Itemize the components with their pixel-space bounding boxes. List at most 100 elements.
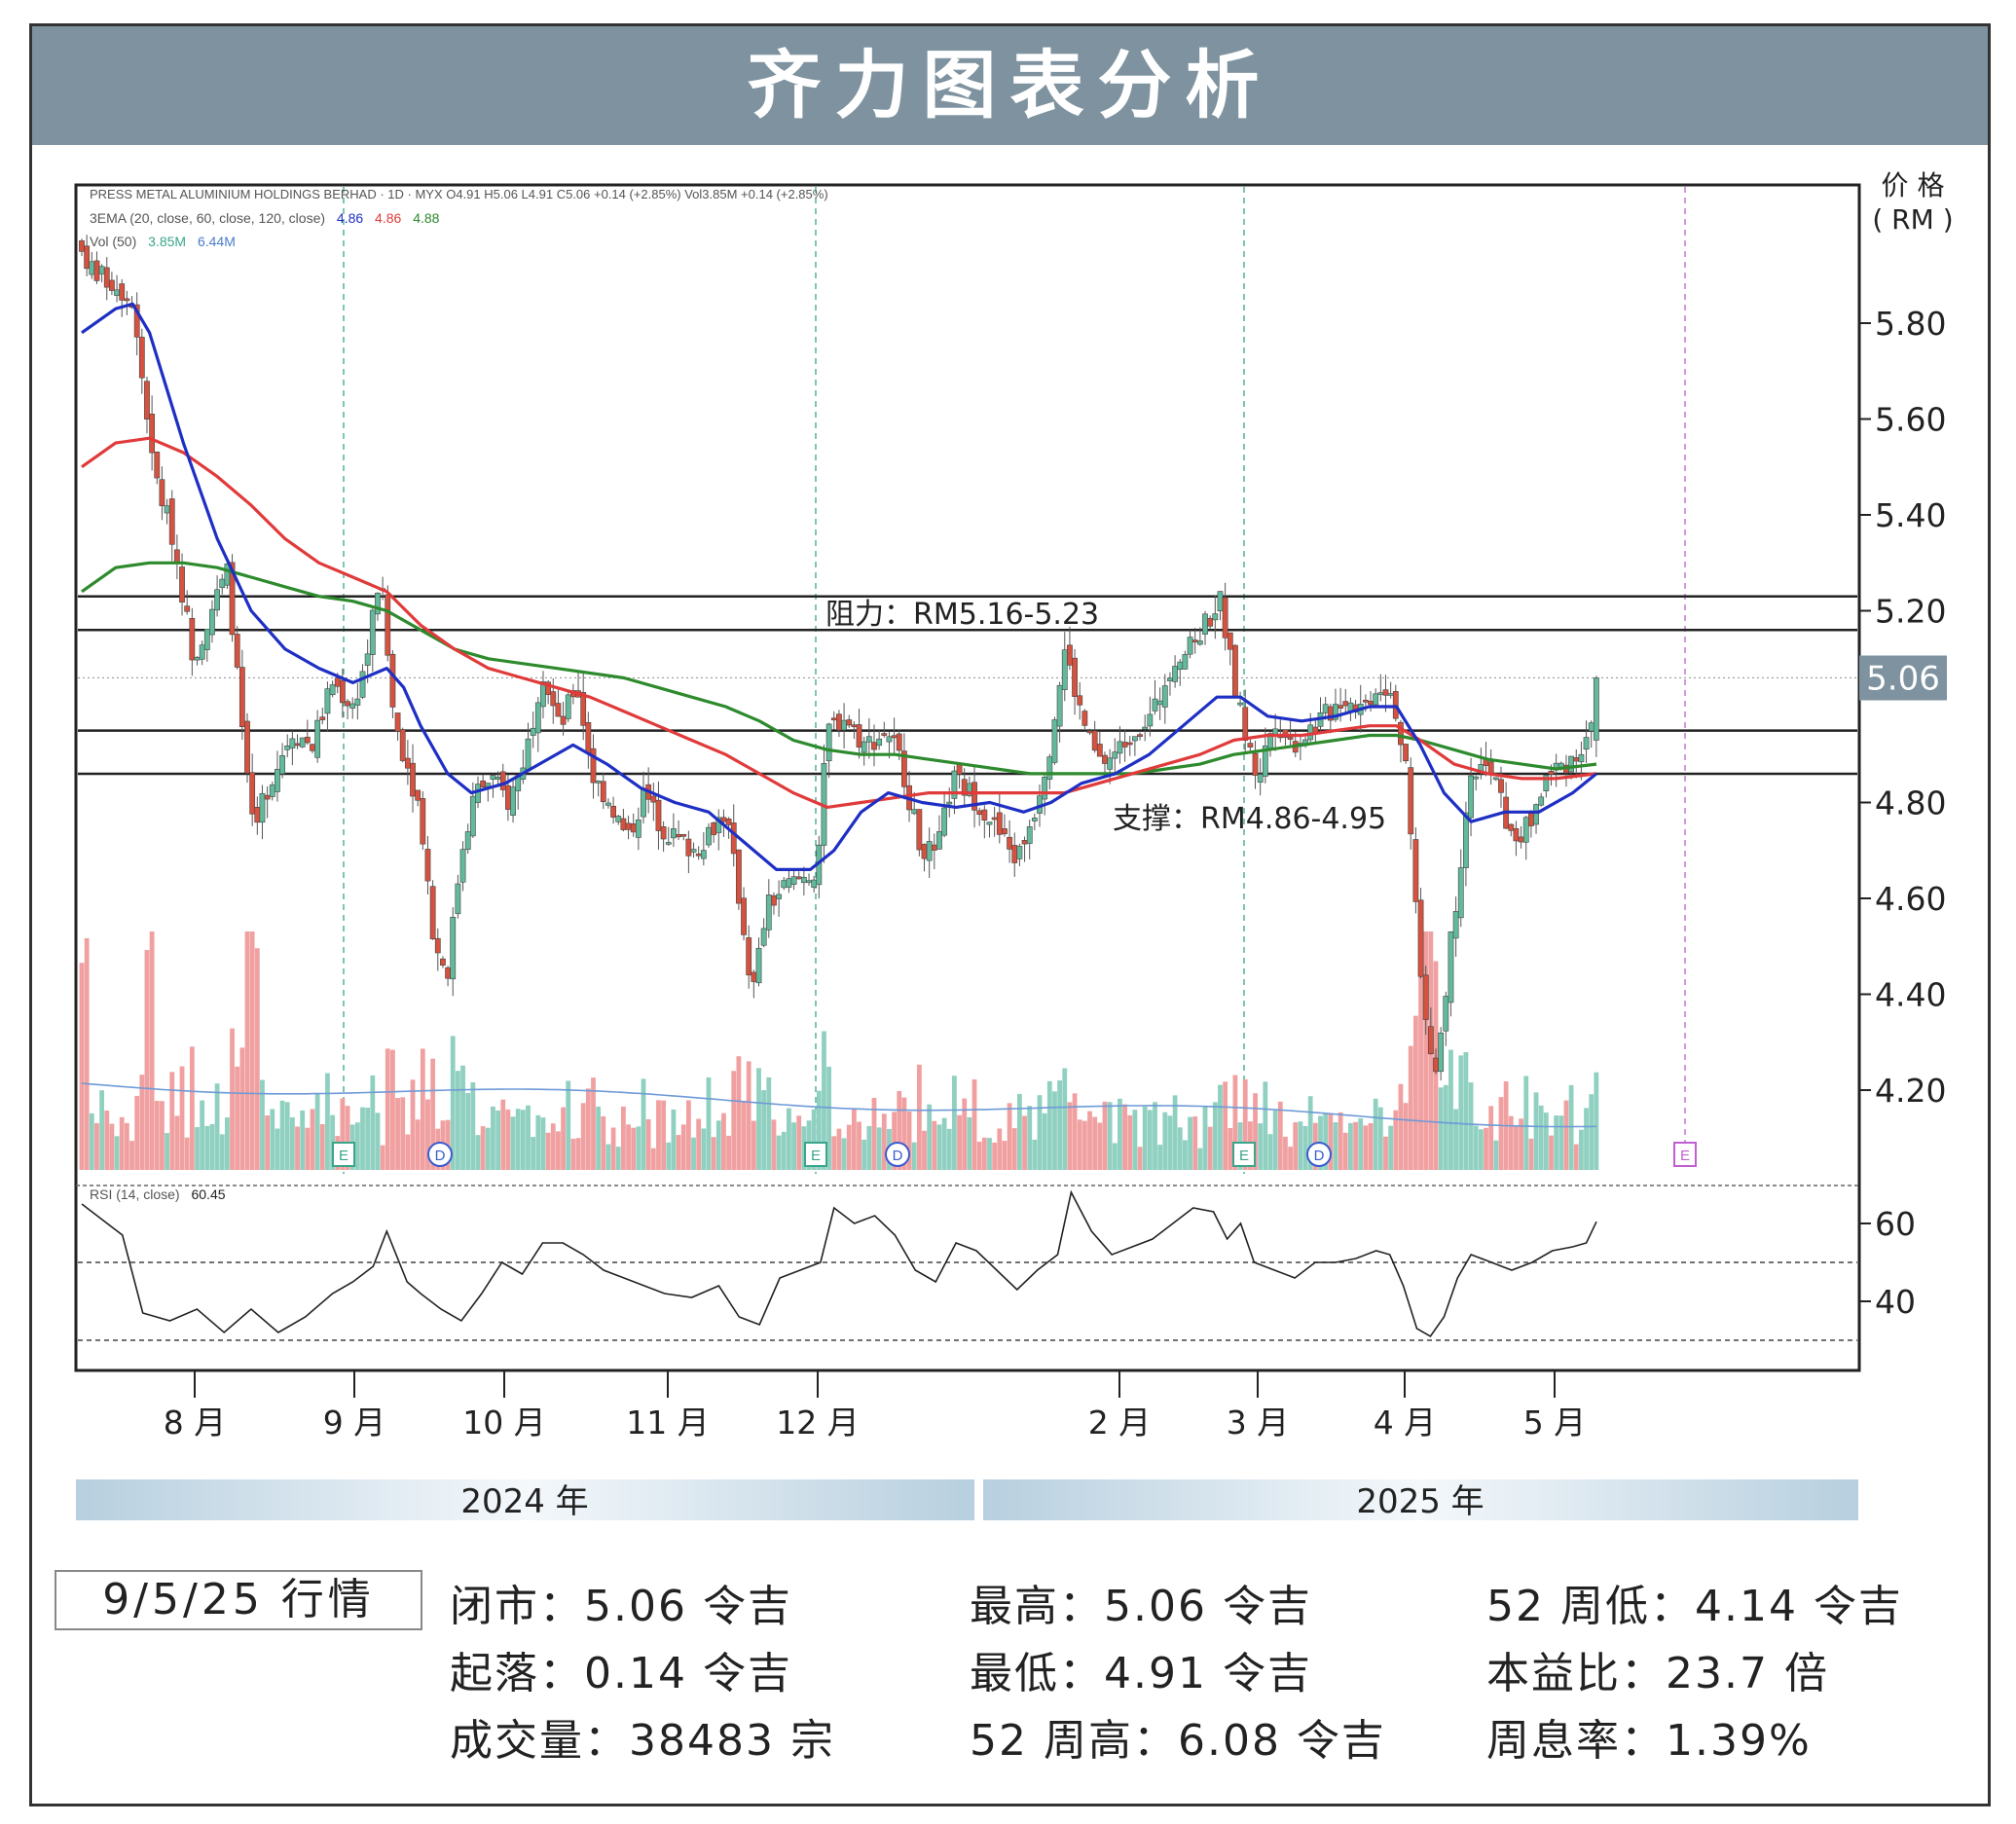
volume-bar xyxy=(1228,1127,1233,1170)
volume-bar xyxy=(395,1097,400,1170)
candle-body xyxy=(103,267,110,288)
candle-body xyxy=(1533,804,1539,825)
candle-body xyxy=(545,681,552,695)
volume-bar xyxy=(696,1118,702,1170)
volume-bar xyxy=(1423,931,1429,1170)
candle-body xyxy=(89,261,95,275)
volume-bar xyxy=(631,1127,637,1170)
volume-bar xyxy=(239,1047,245,1170)
volume-bar xyxy=(1077,1119,1082,1170)
volume-bar xyxy=(1283,1136,1288,1170)
volume-bar xyxy=(941,1117,947,1170)
candle-body xyxy=(615,816,622,822)
stat-52w-low: 52 周低：4.14 令吉 xyxy=(1486,1582,1903,1631)
volume-bar xyxy=(952,1076,957,1170)
volume-bar xyxy=(1272,1110,1278,1170)
volume-bar xyxy=(1112,1143,1118,1170)
volume-bar xyxy=(319,1123,325,1170)
volume-bar xyxy=(485,1127,491,1170)
volume-bar xyxy=(680,1124,686,1170)
candle-body xyxy=(1443,996,1449,1032)
candle-body xyxy=(173,549,180,563)
event-marker-label: E xyxy=(1680,1148,1690,1164)
volume-bar xyxy=(139,1075,145,1170)
candle-body xyxy=(1427,1026,1434,1055)
volume-bar xyxy=(425,1099,430,1170)
candle-body xyxy=(238,667,245,727)
candle-body xyxy=(825,723,832,762)
candle-body xyxy=(1147,713,1154,727)
candle-body xyxy=(345,701,350,707)
outer-frame xyxy=(29,23,1991,1806)
volume-bar xyxy=(1032,1139,1038,1170)
event-marker-label: E xyxy=(1239,1148,1249,1164)
candle-body xyxy=(1167,677,1173,681)
volume-bar xyxy=(420,1048,425,1170)
volume-bar xyxy=(741,1101,747,1170)
candle-body xyxy=(209,608,215,636)
candle-body xyxy=(279,755,285,775)
candle-body xyxy=(445,967,451,979)
candle-body xyxy=(625,822,632,830)
volume-bar xyxy=(1162,1112,1168,1170)
candle-body xyxy=(856,724,862,748)
volume-bar xyxy=(189,1046,195,1170)
volume-bar xyxy=(1212,1102,1218,1170)
candle-body xyxy=(450,916,457,980)
volume-bar xyxy=(691,1137,696,1170)
volume-bar xyxy=(491,1106,495,1170)
candle-body xyxy=(369,609,376,655)
volume-bar xyxy=(841,1138,847,1170)
candle-body xyxy=(1527,813,1534,826)
volume-bar xyxy=(1172,1095,1178,1170)
candle-body xyxy=(505,784,511,810)
date-label: 9/5/25 行情 xyxy=(55,1570,422,1630)
candle-body xyxy=(1212,613,1219,621)
candle-body xyxy=(1196,640,1203,645)
candle-body xyxy=(219,578,226,588)
volume-bar xyxy=(831,1136,837,1170)
candle-body xyxy=(635,819,641,838)
candle-body xyxy=(600,781,606,803)
volume-bar xyxy=(129,1141,134,1170)
volume-bar xyxy=(656,1100,661,1170)
volume-bar xyxy=(585,1088,591,1170)
volume-bar xyxy=(375,1113,381,1170)
volume-bar xyxy=(666,1142,672,1170)
volume-bar xyxy=(822,1031,826,1170)
candle-body xyxy=(1282,729,1289,738)
volume-bar xyxy=(270,1109,275,1170)
stat-high: 最高：5.06 令吉 xyxy=(970,1582,1312,1631)
candle-body xyxy=(851,724,858,728)
candle-body xyxy=(179,566,185,602)
candle-body xyxy=(650,795,657,803)
candle-body xyxy=(550,691,557,707)
candle-body xyxy=(269,784,275,797)
rsi-line xyxy=(81,1189,1597,1338)
volume-bar xyxy=(1197,1148,1203,1170)
candle-body xyxy=(680,833,687,837)
candle-body xyxy=(1172,666,1179,682)
volume-bar xyxy=(1092,1116,1098,1170)
y-tick-label: 4.60 xyxy=(1875,880,1946,918)
y-tick-label: 5.40 xyxy=(1875,496,1946,534)
volume-bar xyxy=(1543,1113,1549,1170)
volume-bar xyxy=(1528,1138,1534,1170)
volume-bar xyxy=(866,1125,872,1170)
candle-body xyxy=(886,736,893,743)
volume-bar xyxy=(570,1138,576,1170)
y-axis-unit-1: 价 格 xyxy=(1882,169,1945,201)
candle-body xyxy=(234,634,240,668)
volume-bar xyxy=(1377,1107,1383,1170)
volume-bar xyxy=(1147,1110,1153,1170)
volume-bar xyxy=(811,1109,817,1170)
candle-body xyxy=(1102,754,1108,764)
candle-body xyxy=(1191,639,1198,642)
volume-bar xyxy=(1007,1103,1012,1170)
volume-bar xyxy=(405,1134,411,1170)
candle-body xyxy=(781,880,788,889)
volume-bar xyxy=(109,1123,115,1170)
candle-body xyxy=(310,744,315,751)
volume-bar xyxy=(1473,1125,1479,1170)
candle-body xyxy=(299,737,306,748)
